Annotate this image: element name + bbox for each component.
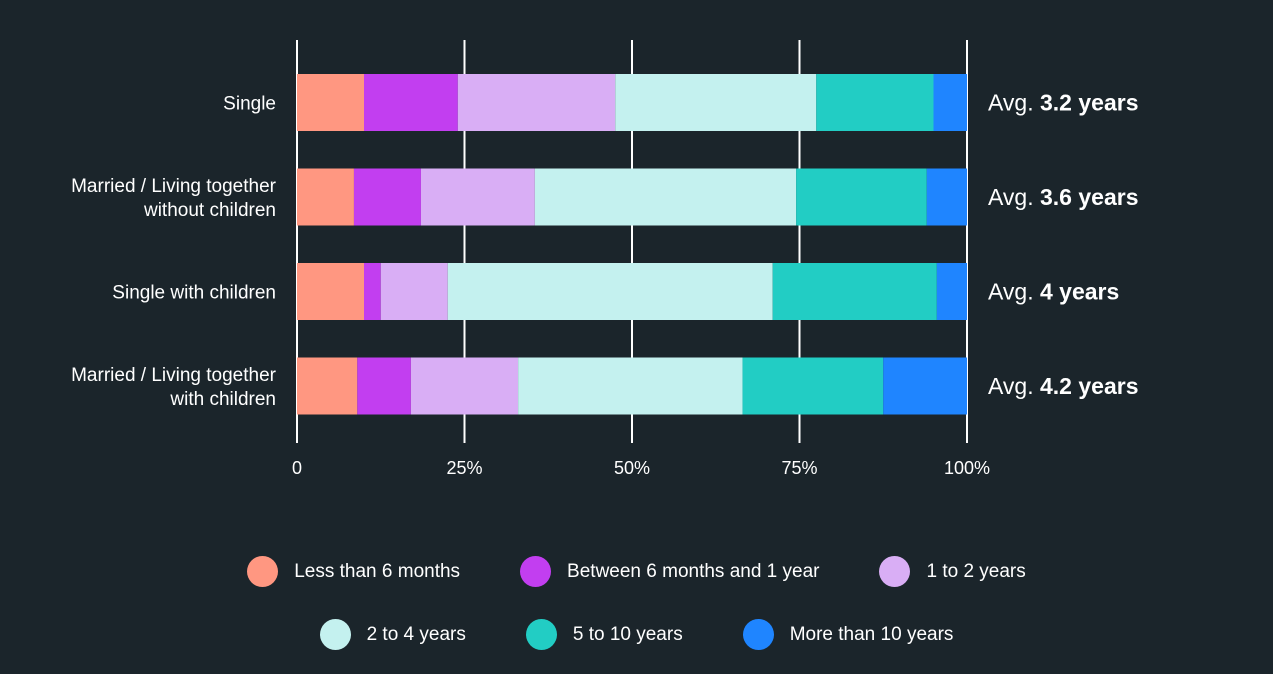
bar-segment (883, 357, 967, 415)
average-prefix: Avg. (988, 184, 1040, 210)
bar-segment (420, 168, 535, 226)
legend-swatch (520, 556, 552, 587)
legend-swatch (247, 556, 279, 587)
average-value: 3.6 years (1040, 184, 1138, 210)
legend-item: Less than 6 months (247, 556, 460, 587)
average-annotation: Avg. 4.2 years (988, 373, 1138, 399)
bar-segment (364, 263, 381, 320)
legend-label: Between 6 months and 1 year (567, 560, 820, 582)
legend-row: 2 to 4 years 5 to 10 years More than 10 ye… (0, 603, 1273, 666)
category-label: Single with children (112, 283, 276, 304)
legend-item: 5 to 10 years (525, 619, 683, 650)
average-value: 3.2 years (1040, 90, 1138, 116)
bar-segment (772, 263, 937, 320)
average-value: 4.2 years (1040, 373, 1138, 399)
chart-legend: Less than 6 months Between 6 months and 1… (0, 540, 1273, 666)
bar-segment (816, 74, 934, 131)
legend-label: More than 10 years (789, 623, 954, 645)
bar-segment (936, 263, 967, 320)
bar-segment (364, 74, 458, 131)
legend-item: More than 10 years (742, 619, 954, 650)
bar-segment (297, 168, 354, 226)
legend-label: 1 to 2 years (926, 560, 1026, 582)
bar-segment (447, 263, 773, 320)
bar-segment (297, 263, 364, 320)
x-tick-label: 25% (446, 458, 482, 478)
category-label: Single (223, 94, 276, 115)
bar-segment (410, 357, 519, 415)
legend-swatch (525, 619, 557, 650)
average-prefix: Avg. (988, 279, 1040, 305)
x-tick-label: 100% (944, 458, 990, 478)
average-prefix: Avg. (988, 373, 1040, 399)
x-tick-label: 0 (292, 458, 302, 478)
category-label: without children (143, 200, 276, 221)
legend-swatch (742, 619, 774, 650)
legend-label: Less than 6 months (294, 560, 461, 582)
legend-item: 2 to 4 years (319, 619, 466, 650)
bar-segment (933, 74, 967, 131)
legend-swatch (879, 556, 911, 587)
average-annotation: Avg. 3.6 years (988, 184, 1138, 210)
bar-segment (742, 357, 884, 415)
average-annotation: Avg. 3.2 years (988, 90, 1138, 116)
x-tick-label: 50% (614, 458, 650, 478)
bar-segment (357, 357, 411, 415)
bar-segment (297, 74, 364, 131)
average-annotation: Avg. 4 years (988, 279, 1119, 305)
category-label: with children (169, 389, 276, 410)
legend-row: Less than 6 months Between 6 months and 1… (0, 540, 1273, 603)
category-label: Married / Living together (71, 365, 277, 386)
legend-item: Between 6 months and 1 year (520, 556, 819, 587)
bar-segment (380, 263, 448, 320)
bar-segment (457, 74, 616, 131)
bar-segment (796, 168, 927, 226)
bar-segment (353, 168, 421, 226)
legend-swatch (319, 619, 351, 650)
bar-segment (534, 168, 797, 226)
bar-segment (518, 357, 743, 415)
x-tick-label: 75% (781, 458, 817, 478)
legend-label: 5 to 10 years (572, 623, 683, 645)
category-label: Married / Living together (71, 176, 277, 197)
legend-label: 2 to 4 years (366, 623, 466, 645)
bar-segment (615, 74, 817, 131)
bar-segment (297, 357, 358, 415)
average-value: 4 years (1040, 279, 1119, 305)
average-prefix: Avg. (988, 90, 1040, 116)
legend-item: 1 to 2 years (879, 556, 1026, 587)
bar-segment (926, 168, 967, 226)
